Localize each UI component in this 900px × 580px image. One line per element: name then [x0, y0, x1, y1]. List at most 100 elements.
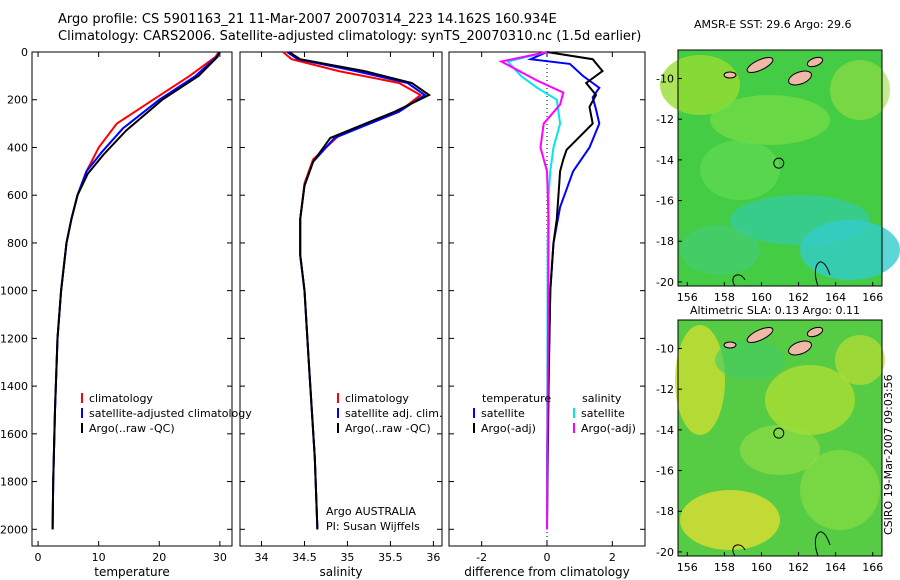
depth-tick-label: 800: [7, 237, 28, 250]
temperature-xlabel: temperature: [94, 565, 169, 579]
sla-map-title: Altimetric SLA: 0.13 Argo: 0.11: [690, 304, 861, 317]
difference-xlabel: difference from climatology: [464, 565, 630, 579]
sla-map-ytick-label: -12: [656, 383, 674, 396]
sla-map-ytick-label: -20: [656, 546, 674, 559]
sst-map-island: [746, 57, 774, 73]
series-difference-salinity-Argo-adj-: [498, 51, 565, 530]
temperature-panel: [31, 51, 233, 547]
credit-line1: Argo AUSTRALIA: [326, 505, 416, 518]
sla-map-frame: [677, 319, 883, 557]
sst-map-ytick-label: -20: [656, 276, 674, 289]
depth-tick-label: 1000: [0, 285, 28, 298]
sst-map-ytick-label: -14: [656, 154, 674, 167]
sla-map-xtick-label: 156: [677, 561, 698, 574]
sla-map-xtick-label: 164: [825, 561, 846, 574]
sst-map-xtick-label: 156: [677, 291, 698, 304]
legend-diff-sal-satellite: satellite: [581, 407, 625, 420]
sst-map-title: AMSR-E SST: 29.6 Argo: 29.6: [694, 18, 852, 31]
sst-map-frame: [677, 49, 883, 287]
salinity-xtick-label: 34.5: [292, 551, 317, 564]
legend-diff-temp-satellite: satellite: [481, 407, 525, 420]
credit-line2: PI: Susan Wijffels: [326, 520, 420, 533]
sst-map-argo-location-marker: [773, 157, 785, 169]
sla-map-xtick-label: 158: [714, 561, 735, 574]
temperature-xtick-label: 30: [213, 551, 227, 564]
depth-tick-label: 1400: [0, 380, 28, 393]
depth-tick-label: 2000: [0, 523, 28, 536]
sst-map-xtick-label: 162: [788, 291, 809, 304]
salinity-xlabel: salinity: [319, 565, 362, 579]
sst-map-field-patch: [830, 60, 890, 120]
sst-map-contour: [814, 261, 831, 287]
sst-map-field-patch: [700, 140, 780, 200]
salinity-xtick-label: 35.5: [378, 551, 403, 564]
sst-map-island: [788, 70, 812, 86]
series-salinity-Argo-raw-QC-: [288, 51, 432, 530]
sla-map-ytick-label: -18: [656, 505, 674, 518]
sst-map-ytick-label: -12: [656, 113, 674, 126]
series-difference-temperature-Argo-adj-: [546, 51, 604, 530]
legend-diff-temp-argo: Argo(-adj): [481, 422, 536, 435]
legend-diff-salinity-title: salinity: [582, 392, 622, 405]
sla-map-island: [806, 326, 824, 338]
sst-map-island: [723, 71, 737, 79]
sst-map: 156 158 160 162 164 166 -10 -12 -14 -16 -18 -20: [656, 49, 900, 304]
salinity-xtick-label: 35: [340, 551, 354, 564]
legend-diff-sal-argo: Argo(-adj): [581, 422, 636, 435]
depth-tick-label: 1600: [0, 428, 28, 441]
legend-sal-climatology: climatology: [345, 392, 409, 405]
sst-map-field-patch: [660, 55, 740, 115]
salinity-xtick-label: 36: [426, 551, 440, 564]
sla-map-field-patch: [765, 365, 855, 435]
sla-map-ytick-label: -10: [656, 342, 674, 355]
sst-map-xtick-label: 158: [714, 291, 735, 304]
sst-map-xtick-label: 160: [751, 291, 772, 304]
depth-tick-label: 0: [21, 46, 28, 59]
difference-xtick-label: 0: [544, 551, 551, 564]
difference-xtick-label: 2: [609, 551, 616, 564]
sla-map-field-patch: [835, 335, 885, 385]
sst-map-xtick-label: 164: [825, 291, 846, 304]
series-temperature-Argo-raw-QC-: [51, 51, 221, 530]
sst-map-ytick-label: -10: [656, 72, 674, 85]
depth-tick-label: 1200: [0, 332, 28, 345]
sla-map-xtick-label: 166: [862, 561, 883, 574]
sla-map-xtick-label: 160: [751, 561, 772, 574]
legend-temp-argo: Argo(..raw -QC): [89, 422, 175, 435]
depth-tick-label: 1800: [0, 476, 28, 489]
sst-map-contour: [732, 274, 746, 287]
sla-map-island: [788, 340, 812, 356]
legend-diff-temperature-title: temperature: [482, 392, 551, 405]
timestamp: CSIRO 19-Mar-2007 09:03:56: [882, 374, 895, 535]
sst-map-ytick-label: -18: [656, 235, 674, 248]
sla-map-field-patch: [740, 425, 820, 475]
sla-map-ytick-label: -16: [656, 465, 674, 478]
temperature-xtick-label: 20: [152, 551, 166, 564]
sst-map-field-patch: [680, 225, 760, 275]
sla-map-island: [723, 341, 737, 349]
depth-tick-label: 200: [7, 94, 28, 107]
sla-map-xtick-label: 162: [788, 561, 809, 574]
legend-sal-argo: Argo(..raw -QC): [345, 422, 431, 435]
sla-map-ytick-label: -14: [656, 424, 674, 437]
sst-map-island: [806, 56, 824, 68]
chart-title-line2: Climatology: CARS2006. Satellite-adjuste…: [58, 29, 642, 44]
temperature-xtick-label: 0: [35, 551, 42, 564]
sla-map-field-patch: [715, 340, 785, 380]
sst-map-field-patch: [710, 95, 830, 145]
sla-map-field-patch: [680, 490, 780, 550]
difference-xtick-label: -2: [476, 551, 487, 564]
chart-title-line1: Argo profile: CS 5901163_21 11-Mar-2007 …: [58, 12, 557, 27]
temperature-xtick-label: 10: [92, 551, 106, 564]
sla-map-argo-location-marker: [773, 427, 785, 439]
sla-map-island: [746, 327, 774, 343]
legend-temp-climatology: climatology: [89, 392, 153, 405]
sla-map: 156 158 160 162 164 166 -10 -12 -14 -16 -18 -20: [656, 319, 885, 574]
depth-tick-label: 600: [7, 189, 28, 202]
sla-map-contour: [814, 531, 831, 557]
legend-sal-satellite: satellite adj. clim.: [345, 407, 442, 420]
salinity-panel: [239, 51, 443, 547]
sla-map-field-patch: [675, 325, 725, 435]
sla-map-field-patch: [800, 450, 880, 530]
legend-temp-satellite: satellite-adjusted climatology: [89, 407, 252, 420]
